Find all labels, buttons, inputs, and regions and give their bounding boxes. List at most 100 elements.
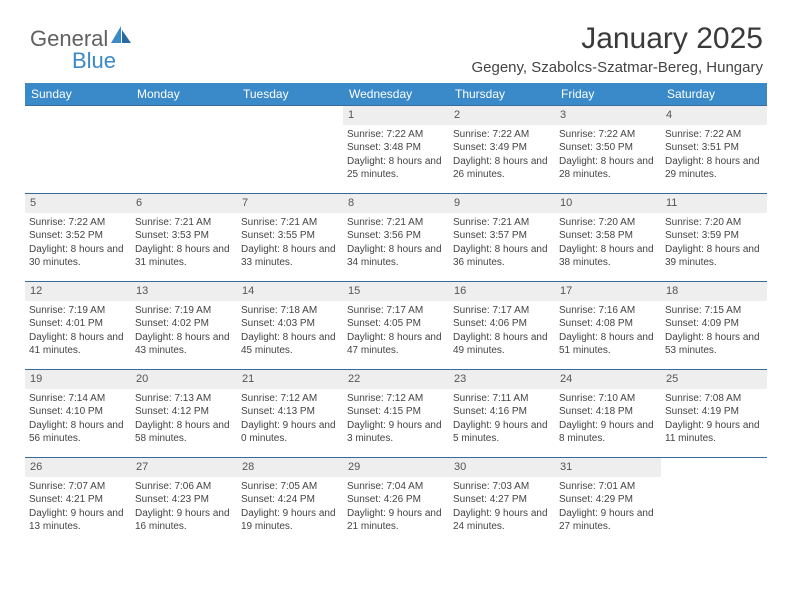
day-details: Sunrise: 7:13 AMSunset: 4:12 PMDaylight:…	[135, 392, 233, 446]
day-number: 19	[25, 370, 131, 389]
day-details: Sunrise: 7:17 AMSunset: 4:05 PMDaylight:…	[347, 304, 445, 358]
day-header-sunday: Sunday	[25, 83, 131, 106]
calendar-table: SundayMondayTuesdayWednesdayThursdayFrid…	[25, 83, 767, 546]
calendar-week-row: 19 Sunrise: 7:14 AMSunset: 4:10 PMDayligh…	[25, 370, 767, 458]
day-number: 27	[131, 458, 237, 477]
day-details: Sunrise: 7:14 AMSunset: 4:10 PMDaylight:…	[29, 392, 127, 446]
calendar-day-cell	[237, 106, 343, 194]
day-number: 13	[131, 282, 237, 301]
calendar-week-row: 26Sunrise: 7:07 AMSunset: 4:21 PMDayligh…	[25, 458, 767, 546]
calendar-day-cell: 25 Sunrise: 7:08 AMSunset: 4:19 PMDayligh…	[661, 370, 767, 458]
calendar-day-cell: 9 Sunrise: 7:21 AMSunset: 3:57 PMDaylight…	[449, 194, 555, 282]
calendar-day-cell: 21 Sunrise: 7:12 AMSunset: 4:13 PMDayligh…	[237, 370, 343, 458]
day-number: 30	[449, 458, 555, 477]
calendar-day-cell	[661, 458, 767, 546]
day-number: 14	[237, 282, 343, 301]
calendar-day-cell: 14 Sunrise: 7:18 AMSunset: 4:03 PMDayligh…	[237, 282, 343, 370]
calendar-day-cell: 23 Sunrise: 7:11 AMSunset: 4:16 PMDayligh…	[449, 370, 555, 458]
day-details: Sunrise: 7:04 AMSunset: 4:26 PMDaylight:…	[347, 480, 445, 534]
day-number: 9	[449, 194, 555, 213]
day-number: 5	[25, 194, 131, 213]
calendar-day-cell: 2Sunrise: 7:22 AMSunset: 3:49 PMDaylight…	[449, 106, 555, 194]
calendar-day-cell: 27 Sunrise: 7:06 AMSunset: 4:23 PMDayligh…	[131, 458, 237, 546]
calendar-day-cell: 12 Sunrise: 7:19 AMSunset: 4:01 PMDayligh…	[25, 282, 131, 370]
calendar-day-cell	[25, 106, 131, 194]
calendar-day-cell: 22 Sunrise: 7:12 AMSunset: 4:15 PMDayligh…	[343, 370, 449, 458]
calendar-week-row: 5 Sunrise: 7:22 AMSunset: 3:52 PMDaylight…	[25, 194, 767, 282]
day-details: Sunrise: 7:17 AMSunset: 4:06 PMDaylight:…	[453, 304, 551, 358]
day-number: 28	[237, 458, 343, 477]
calendar-day-cell: 24 Sunrise: 7:10 AMSunset: 4:18 PMDayligh…	[555, 370, 661, 458]
logo-text-blue: Blue	[72, 48, 116, 74]
calendar-day-cell: 15Sunrise: 7:17 AMSunset: 4:05 PMDayligh…	[343, 282, 449, 370]
day-details: Sunrise: 7:22 AMSunset: 3:51 PMDaylight:…	[665, 128, 763, 182]
day-number: 4	[661, 106, 767, 125]
calendar-day-cell: 7 Sunrise: 7:21 AMSunset: 3:55 PMDaylight…	[237, 194, 343, 282]
day-details: Sunrise: 7:05 AMSunset: 4:24 PMDaylight:…	[241, 480, 339, 534]
calendar-day-cell: 31Sunrise: 7:01 AMSunset: 4:29 PMDayligh…	[555, 458, 661, 546]
day-details: Sunrise: 7:07 AMSunset: 4:21 PMDaylight:…	[29, 480, 127, 534]
day-details: Sunrise: 7:15 AMSunset: 4:09 PMDaylight:…	[665, 304, 763, 358]
calendar-day-cell: 26Sunrise: 7:07 AMSunset: 4:21 PMDayligh…	[25, 458, 131, 546]
calendar-day-cell	[131, 106, 237, 194]
day-number: 12	[25, 282, 131, 301]
day-details: Sunrise: 7:22 AMSunset: 3:50 PMDaylight:…	[559, 128, 657, 182]
day-number: 22	[343, 370, 449, 389]
day-number: 11	[661, 194, 767, 213]
calendar-day-cell: 30Sunrise: 7:03 AMSunset: 4:27 PMDayligh…	[449, 458, 555, 546]
calendar-day-cell: 3 Sunrise: 7:22 AMSunset: 3:50 PMDaylight…	[555, 106, 661, 194]
day-number: 21	[237, 370, 343, 389]
day-header-wednesday: Wednesday	[343, 83, 449, 106]
day-header-friday: Friday	[555, 83, 661, 106]
calendar-day-cell: 29Sunrise: 7:04 AMSunset: 4:26 PMDayligh…	[343, 458, 449, 546]
day-header-saturday: Saturday	[661, 83, 767, 106]
calendar-day-cell: 5 Sunrise: 7:22 AMSunset: 3:52 PMDaylight…	[25, 194, 131, 282]
logo: General Blue	[30, 26, 133, 52]
calendar-week-row: 1 Sunrise: 7:22 AMSunset: 3:48 PMDaylight…	[25, 106, 767, 194]
location-subtitle: Gegeny, Szabolcs-Szatmar-Bereg, Hungary	[25, 59, 763, 76]
day-number: 18	[661, 282, 767, 301]
day-details: Sunrise: 7:16 AMSunset: 4:08 PMDaylight:…	[559, 304, 657, 358]
day-details: Sunrise: 7:12 AMSunset: 4:15 PMDaylight:…	[347, 392, 445, 446]
day-details: Sunrise: 7:12 AMSunset: 4:13 PMDaylight:…	[241, 392, 339, 446]
calendar-day-cell: 20 Sunrise: 7:13 AMSunset: 4:12 PMDayligh…	[131, 370, 237, 458]
calendar-day-cell: 1 Sunrise: 7:22 AMSunset: 3:48 PMDaylight…	[343, 106, 449, 194]
calendar-day-cell: 19 Sunrise: 7:14 AMSunset: 4:10 PMDayligh…	[25, 370, 131, 458]
day-number: 25	[661, 370, 767, 389]
day-number: 24	[555, 370, 661, 389]
calendar-week-row: 12 Sunrise: 7:19 AMSunset: 4:01 PMDayligh…	[25, 282, 767, 370]
day-details: Sunrise: 7:22 AMSunset: 3:48 PMDaylight:…	[347, 128, 445, 182]
calendar-header-row: SundayMondayTuesdayWednesdayThursdayFrid…	[25, 83, 767, 106]
day-number: 16	[449, 282, 555, 301]
calendar-day-cell: 8Sunrise: 7:21 AMSunset: 3:56 PMDaylight…	[343, 194, 449, 282]
day-number: 3	[555, 106, 661, 125]
day-number: 23	[449, 370, 555, 389]
day-details: Sunrise: 7:06 AMSunset: 4:23 PMDaylight:…	[135, 480, 233, 534]
day-details: Sunrise: 7:22 AMSunset: 3:52 PMDaylight:…	[29, 216, 127, 270]
day-details: Sunrise: 7:20 AMSunset: 3:59 PMDaylight:…	[665, 216, 763, 270]
day-details: Sunrise: 7:21 AMSunset: 3:57 PMDaylight:…	[453, 216, 551, 270]
day-header-thursday: Thursday	[449, 83, 555, 106]
day-details: Sunrise: 7:10 AMSunset: 4:18 PMDaylight:…	[559, 392, 657, 446]
logo-sail-icon	[111, 26, 133, 44]
day-details: Sunrise: 7:18 AMSunset: 4:03 PMDaylight:…	[241, 304, 339, 358]
calendar-day-cell: 18 Sunrise: 7:15 AMSunset: 4:09 PMDayligh…	[661, 282, 767, 370]
day-header-tuesday: Tuesday	[237, 83, 343, 106]
day-number: 20	[131, 370, 237, 389]
day-number: 7	[237, 194, 343, 213]
day-details: Sunrise: 7:08 AMSunset: 4:19 PMDaylight:…	[665, 392, 763, 446]
calendar-day-cell: 10Sunrise: 7:20 AMSunset: 3:58 PMDayligh…	[555, 194, 661, 282]
day-number: 1	[343, 106, 449, 125]
day-details: Sunrise: 7:19 AMSunset: 4:01 PMDaylight:…	[29, 304, 127, 358]
day-number: 10	[555, 194, 661, 213]
day-details: Sunrise: 7:21 AMSunset: 3:56 PMDaylight:…	[347, 216, 445, 270]
day-number: 6	[131, 194, 237, 213]
day-header-monday: Monday	[131, 83, 237, 106]
calendar-day-cell: 28 Sunrise: 7:05 AMSunset: 4:24 PMDayligh…	[237, 458, 343, 546]
page-title: January 2025	[25, 22, 763, 56]
day-details: Sunrise: 7:21 AMSunset: 3:55 PMDaylight:…	[241, 216, 339, 270]
day-details: Sunrise: 7:22 AMSunset: 3:49 PMDaylight:…	[453, 128, 551, 182]
day-details: Sunrise: 7:11 AMSunset: 4:16 PMDaylight:…	[453, 392, 551, 446]
day-details: Sunrise: 7:19 AMSunset: 4:02 PMDaylight:…	[135, 304, 233, 358]
calendar-day-cell: 6Sunrise: 7:21 AMSunset: 3:53 PMDaylight…	[131, 194, 237, 282]
